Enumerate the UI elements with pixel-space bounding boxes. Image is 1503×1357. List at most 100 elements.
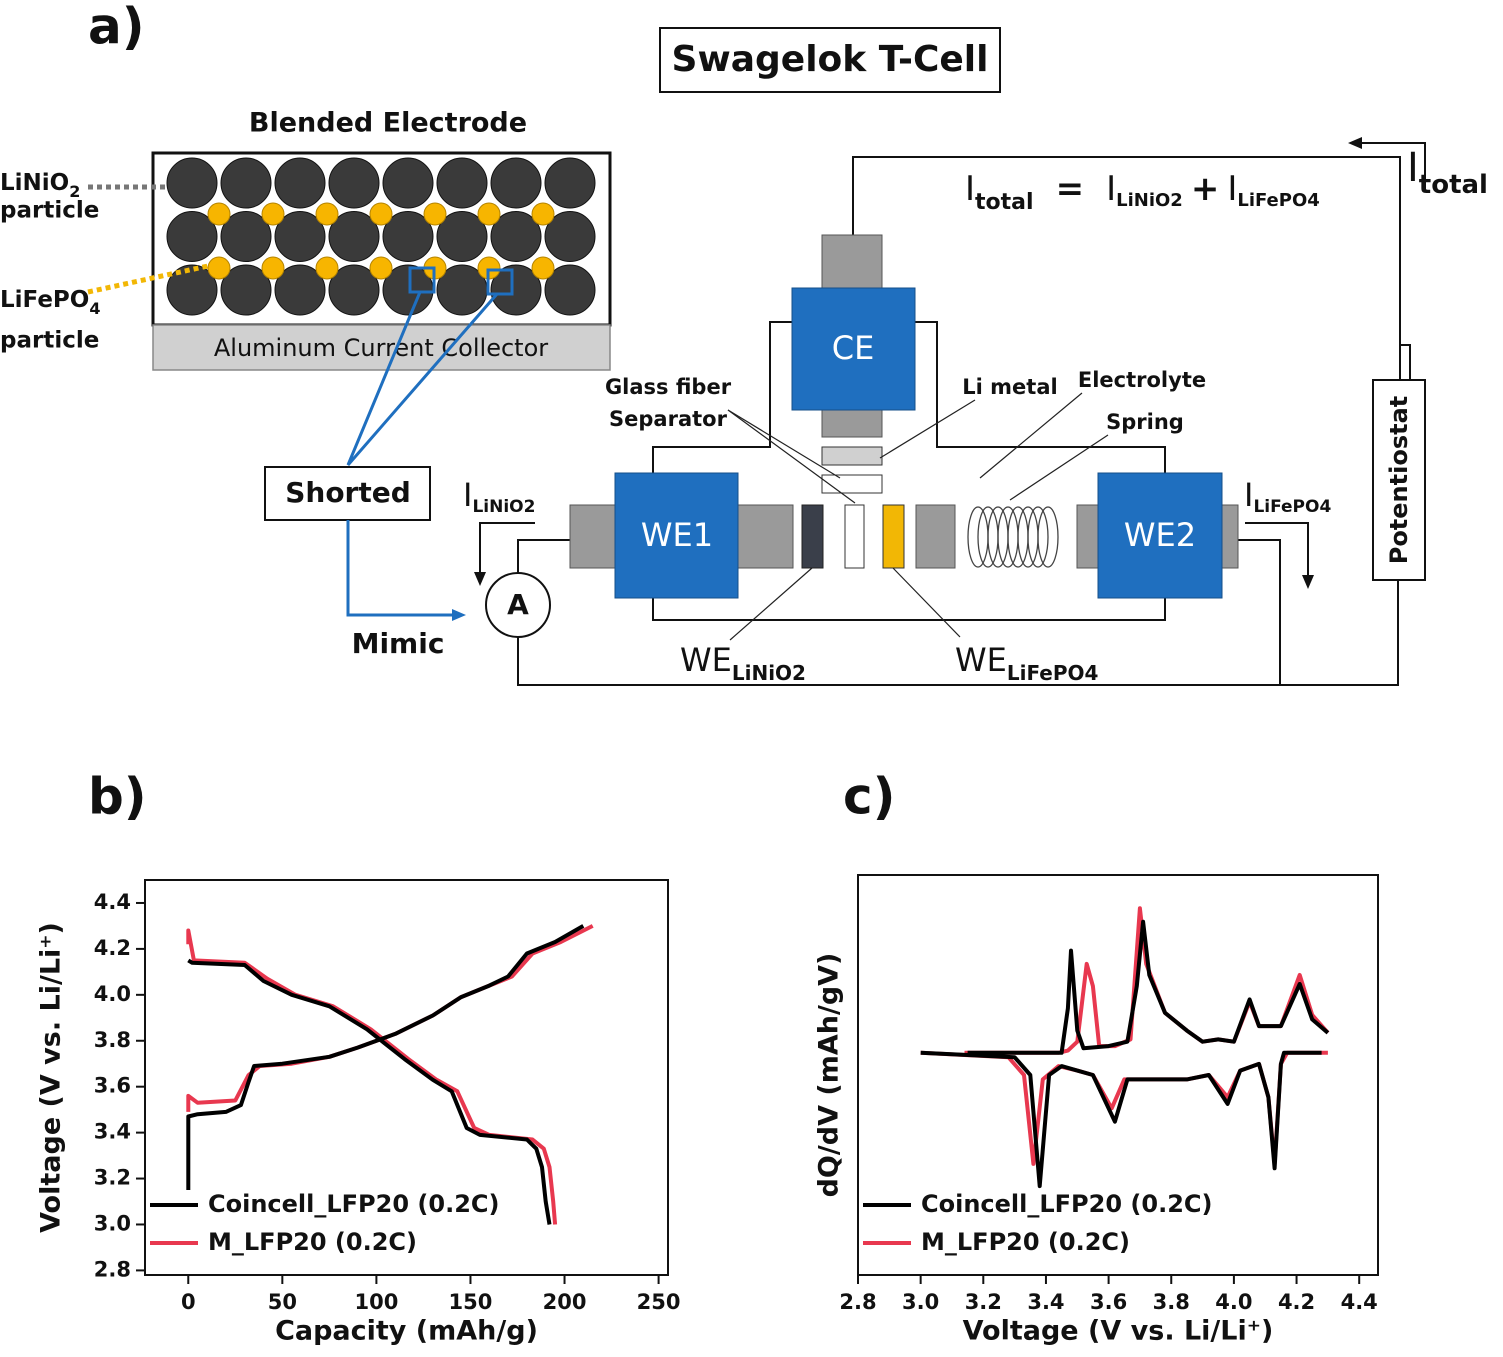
diagram-title: Swagelok T-Cell [672, 39, 989, 80]
current-label: ILiFePO4 [1244, 476, 1331, 517]
label: WELiNiO2 [680, 641, 806, 685]
linio2-particle [166, 211, 218, 262]
rod [569, 504, 616, 569]
linio2-particle [490, 157, 542, 209]
contact [486, 268, 514, 296]
we1-label: WE1 [641, 516, 713, 554]
we2-label: WE2 [1124, 516, 1196, 554]
label: Separator [609, 407, 728, 431]
x-tick-label: 100 [354, 1290, 398, 1314]
we1-block [614, 472, 739, 599]
subscript: 2 [69, 182, 80, 201]
x-tick-label: 3.6 [1090, 1290, 1127, 1314]
legend-label: Coincell_LFP20 (0.2C) [208, 1190, 499, 1218]
particle-label: LiNiO2 [0, 170, 80, 202]
linio2-particle [274, 157, 326, 209]
text: I [1407, 145, 1419, 191]
text: + [1191, 169, 1220, 209]
panel-label: b) [88, 768, 147, 826]
rod [1221, 504, 1239, 569]
label: Electrolyte [1078, 368, 1206, 392]
label: Spring [1106, 410, 1184, 434]
text: WE [955, 641, 1007, 679]
y-tick-label: 3.0 [94, 1211, 131, 1235]
we-linio2 [801, 504, 824, 569]
lifepo4-particle [477, 202, 501, 226]
leader [879, 399, 976, 459]
series-line [186, 924, 585, 1225]
particle-label: particle [0, 328, 99, 354]
spring [967, 506, 1059, 568]
wire [1400, 344, 1411, 380]
y-axis-title: Voltage (V vs. Li/Li⁺) [36, 922, 67, 1233]
linio2-particle [436, 211, 488, 262]
linio2-particle [436, 157, 488, 209]
potentiostat [1372, 379, 1426, 581]
subscript: total [1419, 170, 1488, 200]
legend-label: M_LFP20 (0.2C) [921, 1228, 1130, 1256]
shorted-box [264, 466, 431, 521]
leader [1009, 434, 1109, 501]
arrow-head [1302, 575, 1314, 589]
text: LiFePO [0, 287, 89, 313]
lifepo4-particle [369, 202, 393, 226]
linio2-particle [328, 211, 380, 262]
label: WELiFePO4 [955, 641, 1098, 685]
label: Glass fiber [605, 375, 732, 399]
x-tick-label: 150 [449, 1290, 493, 1314]
wire [852, 156, 1401, 380]
linio2-particle [382, 157, 434, 209]
we-lifepo4 [882, 504, 905, 569]
text: I [1106, 169, 1116, 209]
ce-label: CE [832, 329, 875, 367]
linio2-particle [274, 264, 326, 316]
contact [408, 266, 436, 294]
leader [892, 567, 961, 638]
subscript: 4 [89, 299, 100, 318]
series-line [920, 919, 1330, 1189]
collector [152, 324, 611, 371]
y-axis-title: dQ/dV (mAh/gV) [814, 953, 845, 1198]
lifepo4-particle [369, 256, 393, 280]
y-tick-label: 4.2 [94, 936, 131, 960]
electrode-title: Blended Electrode [249, 108, 527, 139]
particle-label: particle [0, 198, 99, 224]
lifepo4-particle [207, 202, 231, 226]
lifepo4-particle [315, 202, 339, 226]
plot-frame [857, 874, 1379, 1276]
arrow [479, 522, 535, 575]
subscript: LiFePO4 [1007, 661, 1099, 685]
x-tick-label: 3.0 [902, 1290, 939, 1314]
x-tick-label: 250 [637, 1290, 681, 1314]
wire [517, 539, 570, 573]
cell-body [915, 321, 1166, 473]
text: WE [680, 641, 732, 679]
x-tick-label: 50 [268, 1290, 297, 1314]
label: Li metal [962, 375, 1057, 399]
linio2-particle [490, 264, 542, 316]
x-tick-label: 4.2 [1278, 1290, 1315, 1314]
shorted-label: Shorted [285, 476, 411, 509]
panel-label: a) [88, 0, 145, 56]
y-tick-label: 3.8 [94, 1028, 131, 1052]
linio2-particle [274, 211, 326, 262]
linio2-particle [490, 211, 542, 262]
wire [1238, 539, 1281, 685]
we2-block [1097, 472, 1223, 599]
x-tick-label: 3.2 [965, 1290, 1002, 1314]
x-tick-label: 3.4 [1027, 1290, 1064, 1314]
ammeter [485, 572, 551, 638]
mimic-label: Mimic [352, 627, 445, 660]
panel-label: c) [843, 768, 896, 826]
arrow-head [474, 572, 486, 586]
arrow [1245, 522, 1309, 578]
coil [1027, 506, 1049, 568]
text: I [1227, 169, 1237, 209]
x-tick-label: 3.8 [1153, 1290, 1190, 1314]
particle-label: LiFePO4 [0, 287, 100, 319]
linio2-particle [166, 157, 218, 209]
x-axis-title: Voltage (V vs. Li/Li⁺) [963, 1316, 1274, 1347]
lifepo4-particle [531, 256, 555, 280]
connector [346, 291, 499, 466]
connector [346, 520, 455, 617]
